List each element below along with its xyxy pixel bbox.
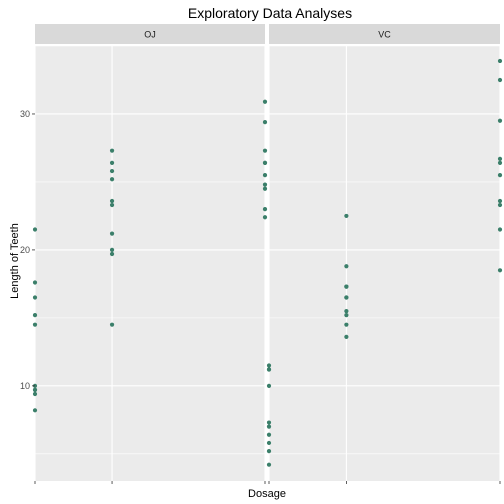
data-point	[497, 173, 503, 178]
data-point	[266, 432, 272, 437]
facet-panel-vc: VC	[266, 24, 503, 481]
data-point	[262, 186, 268, 191]
data-point	[266, 462, 272, 467]
data-point	[109, 160, 115, 166]
chart-title: Exploratory Data Analyses	[188, 5, 352, 21]
data-point	[344, 264, 349, 269]
y-tick-label: 30	[20, 109, 30, 119]
data-point	[497, 156, 503, 161]
data-point	[266, 363, 272, 368]
data-point	[262, 182, 268, 187]
data-point	[262, 215, 268, 220]
facet-strip	[269, 24, 500, 44]
data-point	[262, 120, 268, 125]
data-point	[32, 322, 38, 327]
facet-strip	[35, 24, 265, 44]
facet-strip-label: OJ	[144, 30, 156, 40]
data-point	[344, 284, 349, 289]
data-point	[497, 198, 503, 204]
facet-strip-label: VC	[378, 30, 391, 40]
data-point	[497, 77, 503, 83]
data-point	[266, 424, 272, 429]
facets-layer: OJ VC 10 20 30	[20, 24, 503, 484]
data-point	[344, 322, 349, 327]
data-point	[32, 295, 38, 300]
data-point	[497, 118, 503, 123]
data-point	[262, 160, 268, 166]
data-point	[344, 295, 349, 300]
panel-background	[35, 46, 265, 481]
data-point	[497, 268, 503, 273]
facet-panel-oj: OJ	[32, 24, 268, 481]
data-point	[497, 58, 503, 64]
data-point	[109, 322, 115, 327]
y-tick-label: 20	[20, 245, 30, 255]
data-point	[266, 440, 272, 446]
x-axis-title: Dosage	[248, 488, 286, 500]
data-point	[262, 99, 268, 104]
data-point	[266, 367, 272, 372]
panel-background	[269, 46, 500, 481]
data-point	[262, 148, 268, 153]
data-point	[266, 383, 272, 388]
data-point	[32, 391, 38, 397]
data-point	[497, 202, 503, 208]
data-point	[497, 160, 503, 166]
data-point	[109, 177, 115, 182]
data-point	[497, 227, 503, 232]
data-point	[109, 148, 115, 153]
data-point	[266, 448, 272, 454]
data-point	[32, 280, 38, 285]
data-point	[344, 334, 349, 340]
data-point	[109, 231, 115, 236]
data-point	[109, 168, 115, 174]
data-point	[32, 227, 38, 232]
y-tick-label: 10	[20, 381, 30, 391]
data-point	[344, 213, 349, 219]
data-point	[344, 313, 349, 318]
data-point	[32, 313, 38, 318]
y-axis-title: Length of Teeth	[9, 223, 21, 299]
data-point	[262, 207, 268, 212]
data-point	[109, 251, 115, 257]
data-point	[109, 247, 115, 253]
data-point	[32, 387, 38, 393]
data-point	[109, 202, 115, 208]
data-point	[344, 308, 349, 314]
data-point	[266, 420, 272, 425]
data-point	[109, 198, 115, 204]
data-point	[262, 173, 268, 178]
data-point	[32, 408, 38, 413]
